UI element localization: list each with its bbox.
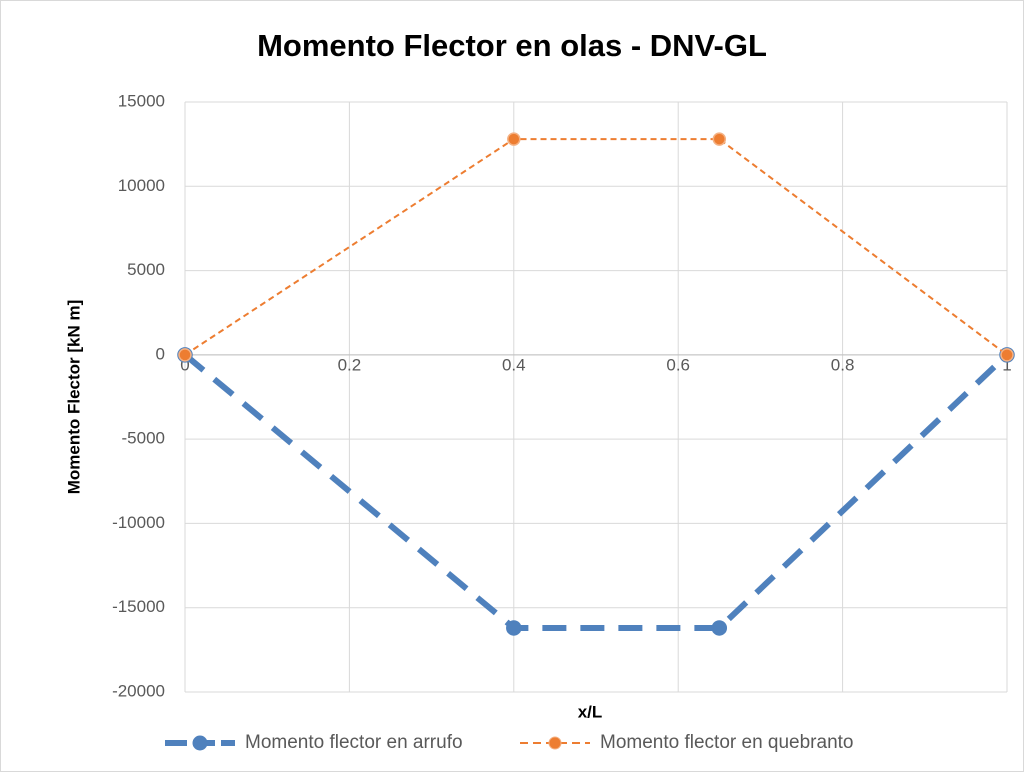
- data-point: [1000, 348, 1014, 362]
- y-axis-label: Momento Flector [kN m]: [64, 300, 83, 495]
- y-tick-label: 5000: [127, 260, 165, 279]
- y-tick-label: 10000: [118, 176, 165, 195]
- legend-marker: [192, 735, 208, 751]
- x-tick-label: 0.2: [338, 355, 362, 374]
- series-line: [183, 352, 1010, 631]
- legend-label: Momento flector en quebranto: [600, 732, 854, 753]
- x-tick-label: 0.4: [502, 355, 526, 374]
- data-point: [178, 348, 192, 362]
- data-point: [712, 132, 727, 146]
- x-tick-label: 1: [1002, 355, 1011, 374]
- y-tick-label: -5000: [122, 429, 165, 448]
- data-point: [506, 620, 522, 636]
- y-tick-label: 0: [156, 344, 165, 363]
- y-tick-label: -15000: [112, 597, 165, 616]
- x-tick-label: 0: [180, 355, 189, 374]
- x-axis-label: x/L: [578, 702, 603, 721]
- chart-title: Momento Flector en olas - DNV-GL: [257, 28, 767, 63]
- y-tick-label: 15000: [118, 91, 165, 110]
- legend-label: Momento flector en arrufo: [245, 732, 463, 753]
- y-tick-label: -20000: [112, 681, 165, 700]
- x-tick-label: 0.6: [666, 355, 690, 374]
- legend-marker: [548, 736, 562, 750]
- y-tick-label: -10000: [112, 513, 165, 532]
- data-point: [711, 620, 728, 636]
- data-point: [507, 132, 521, 146]
- x-tick-label: 0.8: [831, 355, 855, 374]
